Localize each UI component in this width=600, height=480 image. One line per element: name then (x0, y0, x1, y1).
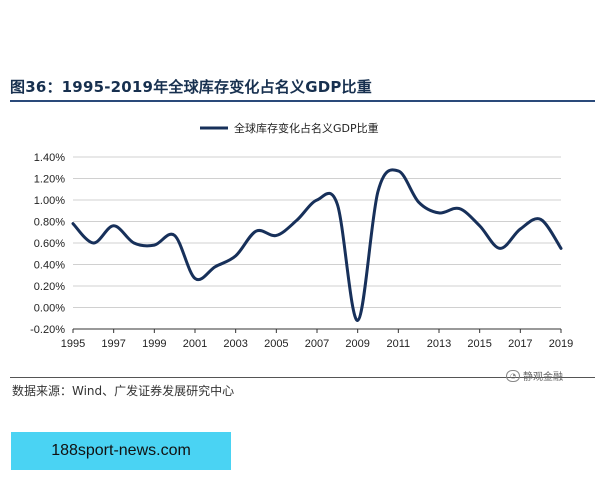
y-tick-label: -0.20% (30, 324, 65, 336)
line-chart: 1.40% 1.20% 1.00% 0.80% 0.60% 0.40% 0.20% 0.00%… (30, 121, 573, 350)
url-banner[interactable]: 188sport-news.com (11, 432, 231, 470)
y-tick-label: 0.60% (34, 238, 65, 250)
y-tick-label: 1.20% (34, 174, 65, 186)
x-tick-label: 2005 (264, 338, 288, 350)
y-tick-label: 0.00% (34, 303, 65, 315)
x-tick-label: 2007 (305, 338, 329, 350)
x-tick-label: 2009 (345, 338, 369, 350)
x-tick-label: 2011 (387, 338, 411, 350)
y-tick-label: 1.00% (34, 195, 65, 207)
figure-title: 图36：1995-2019年全球库存变化占名义GDP比重 (10, 78, 372, 96)
x-tick-label: 1999 (142, 338, 166, 350)
y-tick-label: 1.40% (34, 152, 65, 164)
x-tick-label: 2017 (508, 338, 532, 350)
y-tick-label: 0.20% (34, 281, 65, 293)
x-tick-label: 1995 (61, 338, 85, 350)
source-note: 数据来源：Wind、广发证券发展研究中心 (12, 384, 235, 398)
watermark: ◔ 静观金融 (506, 368, 563, 383)
x-tick-label: 1997 (101, 338, 125, 350)
x-tick-label: 2015 (467, 338, 491, 350)
legend-label: 全球库存变化占名义GDP比重 (234, 121, 379, 135)
x-tick-label: 2013 (427, 338, 451, 350)
source-divider (10, 377, 595, 378)
x-tick-label: 2001 (183, 338, 207, 350)
watermark-text: 静观金融 (523, 372, 563, 383)
title-divider (10, 100, 595, 102)
series-line (71, 168, 563, 322)
x-tick-label: 2019 (549, 338, 573, 350)
y-tick-label: 0.40% (34, 260, 65, 272)
x-tick-label: 2003 (223, 338, 247, 350)
wechat-icon: ◔ (506, 369, 520, 382)
y-tick-label: 0.80% (34, 217, 65, 229)
